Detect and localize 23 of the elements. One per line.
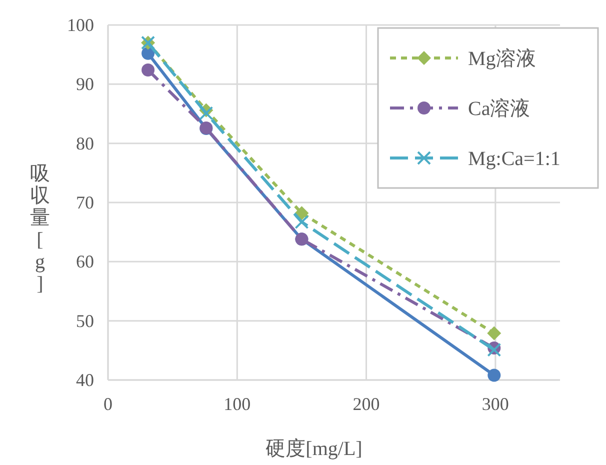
y-tick-label: 90 [76, 74, 94, 94]
legend-label: Mg溶液 [468, 48, 536, 70]
x-tick-label: 300 [482, 394, 509, 414]
point [488, 368, 501, 382]
y-tick-label: 40 [76, 370, 94, 390]
x-tick-label: 100 [224, 394, 251, 414]
point [294, 206, 309, 220]
point [199, 106, 214, 120]
y-tick-label: 50 [76, 310, 94, 331]
legend-label: Mg:Ca=1:1 [468, 148, 560, 170]
y-tick-label: 80 [76, 133, 94, 154]
y-tick-label: 100 [67, 15, 94, 35]
point [142, 63, 155, 76]
y-tick-label: 70 [76, 192, 94, 212]
y-tick-label: 60 [76, 252, 94, 272]
x-tick-label: 0 [104, 394, 112, 414]
point [294, 215, 309, 230]
x-tick-label: 200 [352, 394, 380, 414]
x-axis-title: 硬度[mg/L] [266, 438, 362, 460]
y-axis-title: 吸収量[g] [30, 163, 50, 295]
point [487, 326, 502, 340]
legend-label: Ca溶液 [468, 98, 530, 120]
point [142, 46, 155, 60]
